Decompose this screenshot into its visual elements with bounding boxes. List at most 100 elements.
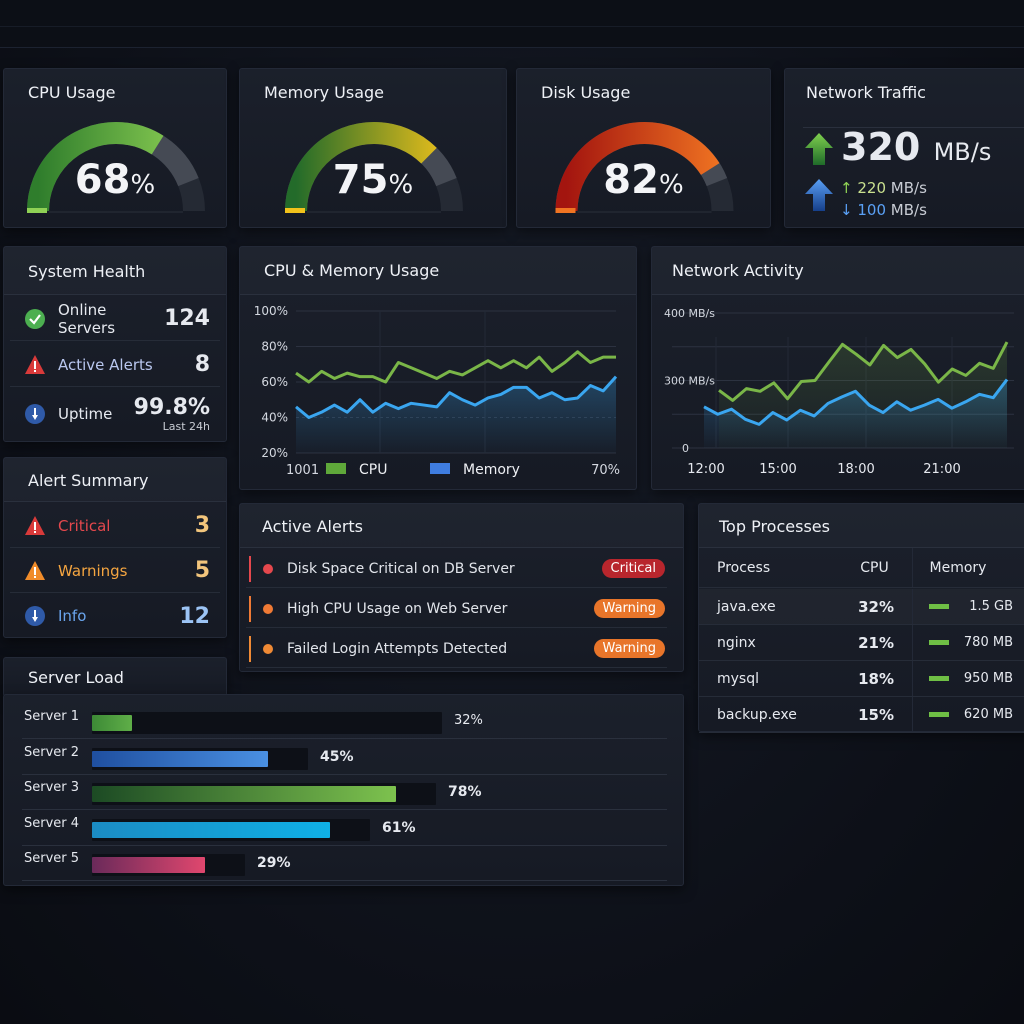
server-name: Server 2: [24, 744, 80, 760]
y-tick-label: 20%: [261, 446, 288, 460]
table-row[interactable]: nginx 21% 780 MB: [699, 625, 1024, 661]
card-title: Memory Usage: [264, 83, 385, 102]
server-load-row: Server 5 29%: [22, 845, 667, 881]
cpu-memory-chart-panel: CPU & Memory Usage 100% 80% 60% 40% 20% 1001 7…: [239, 246, 637, 490]
health-uptime: Uptime 99.8% Last 24h: [10, 389, 220, 439]
summary-critical[interactable]: Critical 3: [10, 504, 220, 548]
load-bar: [92, 786, 396, 802]
load-bar: [92, 857, 205, 873]
server-load-panel: Server 1 32% Server 2 45% Server 3 78% Server …: [3, 694, 684, 886]
card-title: Disk Usage: [541, 83, 631, 102]
server-load-header: Server Load: [3, 657, 227, 697]
summary-warnings[interactable]: Warnings 5: [10, 549, 220, 593]
active-alerts-panel: Active Alerts Disk Space Critical on DB …: [239, 503, 684, 672]
info-circle-icon: [24, 403, 46, 425]
gauge-fill: [285, 122, 463, 212]
alert-item[interactable]: Disk Space Critical on DB Server Critical: [246, 550, 667, 588]
series-line-0: [718, 341, 1009, 402]
legend-label[interactable]: Memory: [463, 462, 520, 478]
table-row[interactable]: backup.exe 15% 620 MB: [699, 697, 1024, 733]
y-tick-label: 300 MB/s: [664, 375, 715, 388]
info-circle-icon: [24, 605, 46, 627]
warning-triangle-icon: [24, 560, 46, 582]
upload-arrow-icon: [805, 133, 833, 165]
y-tick-label: 60%: [261, 375, 288, 389]
system-health-panel: System Health Online Servers 124 Active …: [3, 246, 227, 442]
table-row[interactable]: java.exe 32% 1.5 GB: [699, 589, 1024, 625]
upload-rate: ↑ 220 MB/s: [840, 179, 927, 197]
process-name: mysql: [717, 670, 759, 687]
load-value: 32%: [454, 713, 483, 728]
process-name: backup.exe: [717, 706, 797, 723]
severity-badge: Critical: [601, 559, 665, 578]
series-line-0: [295, 350, 616, 384]
severity-bar: [249, 595, 251, 622]
table-header: Process CPU Memory: [699, 548, 1024, 588]
memory-gauge: [285, 122, 463, 213]
process-name: java.exe: [717, 598, 776, 615]
server-name: Server 4: [24, 815, 80, 831]
download-rate: ↓ 100 MB/s: [840, 201, 927, 219]
y-tick-label: 400 MB/s: [664, 307, 715, 320]
load-value: 61%: [382, 819, 416, 836]
x-tick-label: 12:00: [687, 462, 724, 477]
server-load-row: Server 3 78%: [22, 774, 667, 810]
gauge-fill: [555, 122, 734, 212]
severity-bar: [249, 635, 251, 662]
column-process[interactable]: Process: [717, 559, 771, 576]
process-cpu: 18%: [837, 661, 913, 696]
health-active-alerts: Active Alerts 8: [10, 343, 220, 387]
x-tick-label: 15:00: [759, 462, 796, 477]
server-load-row: Server 4 61%: [22, 810, 667, 846]
memory-usage-card: Memory Usage 75%: [239, 68, 507, 228]
load-value: 29%: [257, 855, 291, 871]
server-name: Server 5: [24, 851, 80, 866]
column-memory[interactable]: Memory: [929, 559, 987, 576]
x-tick-label: 21:00: [923, 462, 960, 477]
y-tick-label: 80%: [261, 340, 288, 354]
critical-triangle-icon: [24, 515, 46, 537]
top-processes-panel: Top Processes Process CPU Memory java.ex…: [698, 503, 1024, 733]
y-tick-label: 40%: [261, 411, 288, 425]
memory-bar-icon: [929, 712, 949, 717]
column-cpu[interactable]: CPU: [837, 548, 913, 587]
card-title: CPU Usage: [28, 83, 116, 102]
memory-bar-icon: [929, 640, 949, 645]
load-value: 45%: [320, 748, 354, 765]
gauge-fill: [27, 122, 205, 212]
series-area: [704, 379, 1007, 448]
load-bar: [92, 715, 132, 731]
y-tick-label: 100%: [254, 304, 288, 318]
memory-bar-icon: [929, 604, 949, 609]
severity-badge: Warning: [593, 639, 665, 658]
process-memory: 950 MB: [963, 671, 1013, 686]
process-cpu: 32%: [837, 589, 913, 624]
process-memory: 780 MB: [963, 635, 1013, 650]
card-title: Network Traffic: [806, 83, 926, 102]
total-traffic: 320 MB/s: [841, 125, 992, 169]
health-online-servers: Online Servers 124: [10, 297, 220, 341]
severity-bar: [249, 555, 251, 582]
alert-summary-panel: Alert Summary Critical 3 Warnings 5 Info…: [3, 457, 227, 638]
alert-text: Disk Space Critical on DB Server: [287, 560, 515, 577]
table-row[interactable]: mysql 18% 950 MB: [699, 661, 1024, 697]
y-tick-label: 0: [682, 442, 689, 455]
alert-item[interactable]: Failed Login Attempts Detected Warning: [246, 630, 667, 668]
process-cpu: 15%: [837, 697, 913, 732]
check-circle-icon: [24, 308, 46, 330]
panel-title: Alert Summary: [28, 471, 149, 490]
alert-item[interactable]: High CPU Usage on Web Server Warning: [246, 590, 667, 628]
x-label-start: 1001: [286, 463, 319, 478]
panel-title: Server Load: [28, 668, 124, 687]
legend-label[interactable]: CPU: [359, 462, 387, 478]
panel-title: System Health: [28, 262, 146, 281]
gauge-marker: [555, 208, 576, 213]
process-name: nginx: [717, 634, 756, 651]
severity-dot-icon: [263, 643, 273, 654]
disk-gauge: [555, 122, 734, 213]
gauge-value: 75%: [332, 157, 414, 203]
process-cpu: 21%: [837, 625, 913, 660]
process-memory: 620 MB: [963, 707, 1013, 722]
summary-info[interactable]: Info 12: [10, 594, 220, 638]
load-track: [92, 712, 442, 734]
